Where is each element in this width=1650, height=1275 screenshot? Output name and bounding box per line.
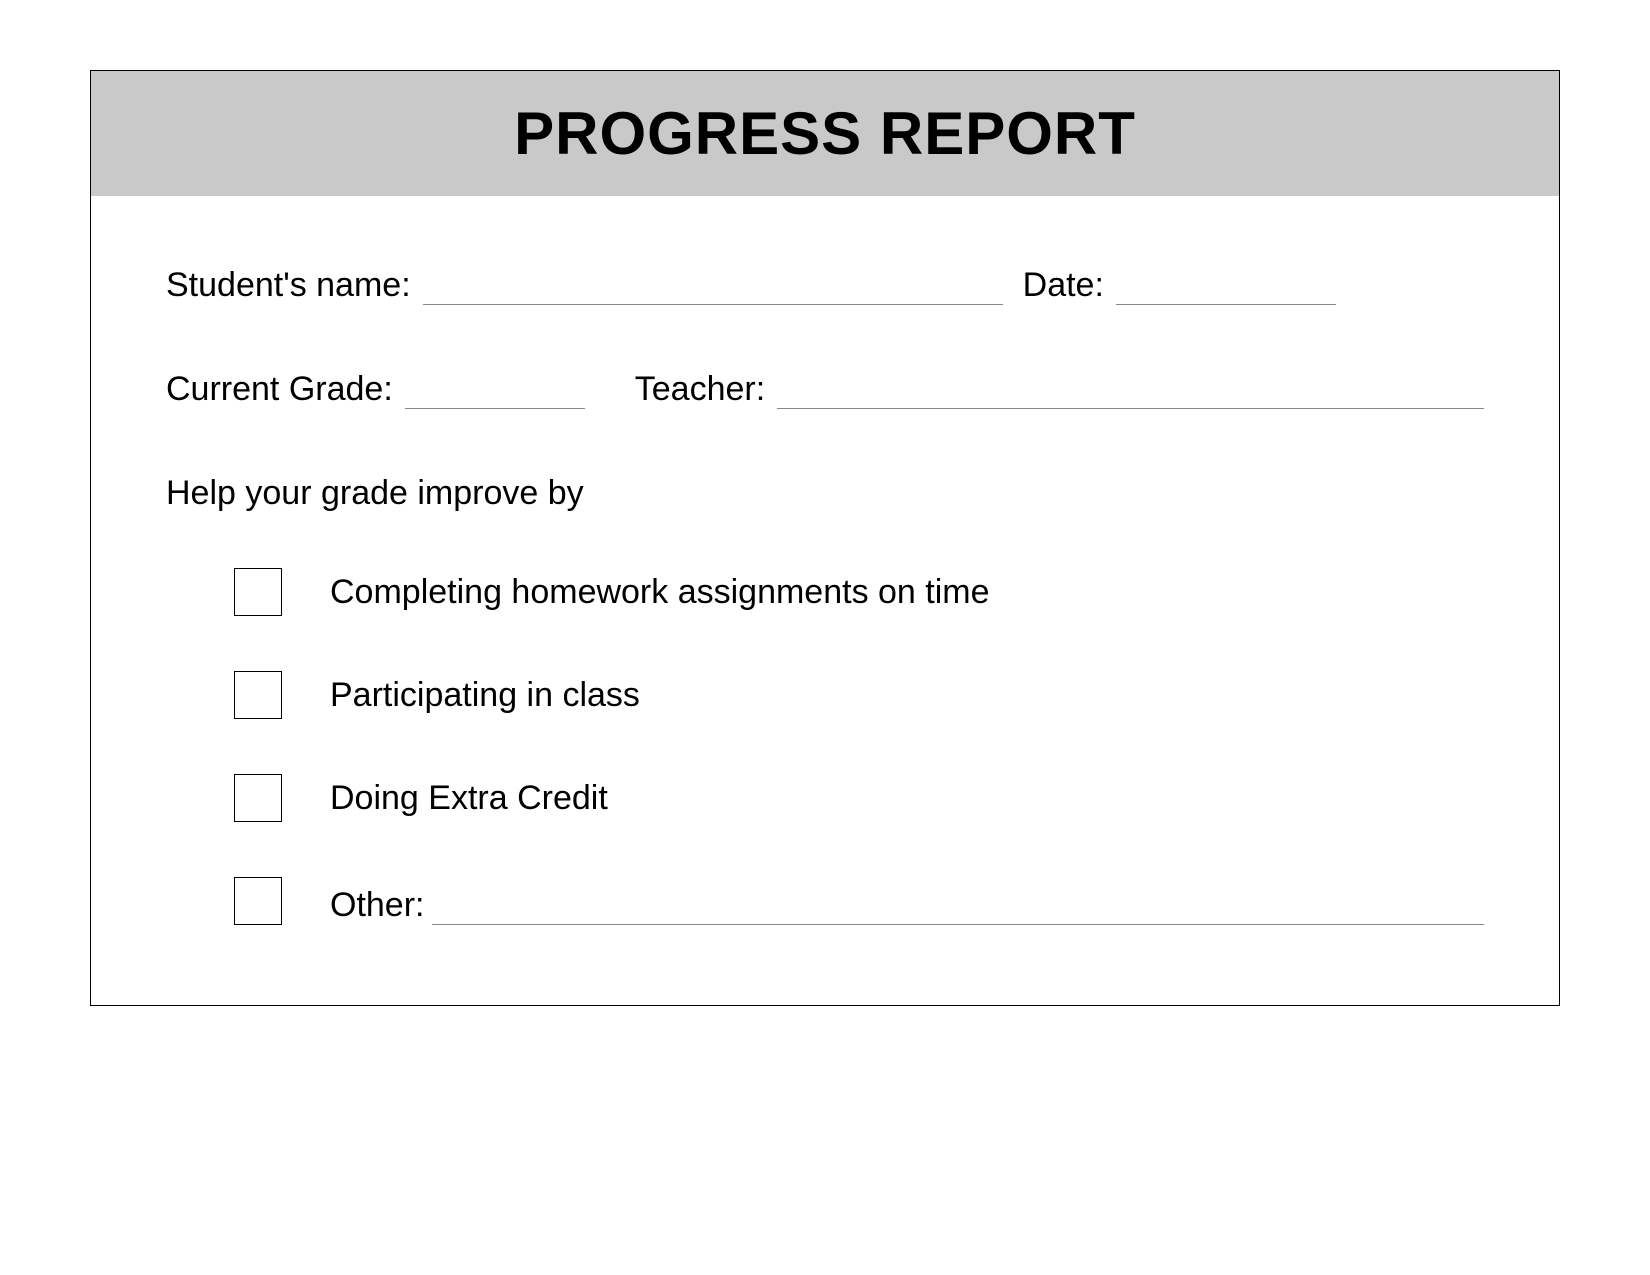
checkbox-row-other: Other:: [166, 877, 1484, 925]
checkbox-label-other: Other:: [330, 886, 424, 925]
row-grade-teacher: Current Grade: Teacher:: [166, 370, 1484, 409]
current-grade-label: Current Grade:: [166, 370, 393, 409]
checkbox-row-extra-credit: Doing Extra Credit: [166, 774, 1484, 822]
current-grade-input-line[interactable]: [405, 375, 585, 409]
improve-prompt: Help your grade improve by: [166, 474, 1484, 513]
date-input-line[interactable]: [1116, 271, 1336, 305]
checkbox-row-homework: Completing homework assignments on time: [166, 568, 1484, 616]
row-student-date: Student's name: Date:: [166, 266, 1484, 305]
page-title: PROGRESS REPORT: [91, 99, 1559, 168]
form-body: Student's name: Date: Current Grade: Tea…: [91, 196, 1559, 1005]
student-name-input-line[interactable]: [423, 271, 1003, 305]
other-input-line[interactable]: [432, 891, 1484, 925]
teacher-label: Teacher:: [635, 370, 765, 409]
student-name-label: Student's name:: [166, 266, 411, 305]
header-bar: PROGRESS REPORT: [91, 71, 1559, 196]
checkbox-label-participating: Participating in class: [330, 676, 640, 715]
checkbox-extra-credit[interactable]: [234, 774, 282, 822]
checkbox-row-participating: Participating in class: [166, 671, 1484, 719]
teacher-input-line[interactable]: [777, 375, 1484, 409]
checkbox-homework[interactable]: [234, 568, 282, 616]
checkbox-participating[interactable]: [234, 671, 282, 719]
checkbox-label-extra-credit: Doing Extra Credit: [330, 779, 608, 818]
date-label: Date:: [1023, 266, 1104, 305]
checkbox-other[interactable]: [234, 877, 282, 925]
report-container: PROGRESS REPORT Student's name: Date: Cu…: [90, 70, 1560, 1006]
checkbox-label-homework: Completing homework assignments on time: [330, 573, 990, 612]
